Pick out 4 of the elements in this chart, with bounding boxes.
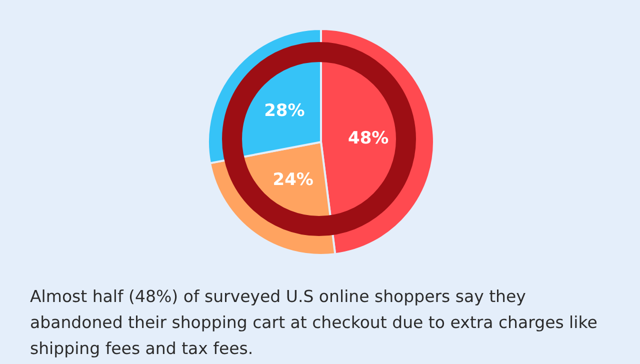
data-label: 24%: [272, 170, 314, 190]
text: Almost half (48%) of surveyed U.S online shoppers say they abandoned their shopping cart at checkout due to extra charges like shipping fees and tax fees.: [30, 286, 598, 360]
data-label: 28%: [264, 101, 305, 122]
data-label: 48%: [348, 128, 389, 148]
